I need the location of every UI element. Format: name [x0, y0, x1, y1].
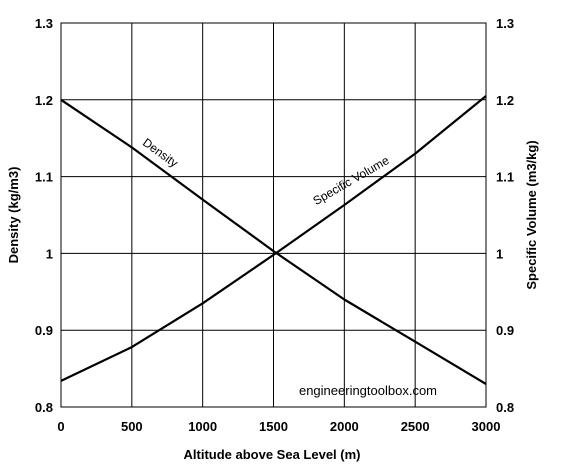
x-tick-label: 2500	[401, 419, 430, 434]
density-line	[60, 98, 487, 385]
y-right-tick-label: 1.3	[496, 16, 514, 31]
y-left-axis-title: Density (kg/m3)	[6, 167, 21, 264]
y-right-tick-label: 1	[496, 246, 503, 261]
plot-frame	[60, 22, 487, 408]
y-right-tick-labels: 0.8 0.9 1 1.1 1.2 1.3	[496, 16, 514, 415]
x-tick-label: 2000	[330, 419, 359, 434]
series-lines	[60, 95, 487, 385]
x-tick-label: 3000	[472, 419, 501, 434]
y-right-tick-label: 1.1	[496, 170, 514, 185]
y-right-tick-label: 1.2	[496, 93, 514, 108]
y-left-tick-label: 1.3	[35, 16, 53, 31]
x-tick-label: 0	[57, 419, 64, 434]
y-left-tick-label: 1	[46, 246, 53, 261]
y-right-tick-label: 0.8	[496, 400, 514, 415]
y-right-axis-title: Specific Volume (m3/kg)	[524, 140, 539, 289]
y-left-tick-label: 0.8	[35, 400, 53, 415]
y-left-tick-label: 0.9	[35, 323, 53, 338]
watermark: engineeringtoolbox.com	[299, 383, 437, 398]
x-tick-labels: 0 500 1000 1500 2000 2500 3000	[57, 419, 500, 434]
x-axis-title: Altitude above Sea Level (m)	[184, 447, 361, 462]
y-right-tick-label: 0.9	[496, 323, 514, 338]
x-tick-label: 500	[121, 419, 143, 434]
specific-volume-line	[60, 95, 487, 382]
y-left-tick-label: 1.2	[35, 93, 53, 108]
y-left-tick-label: 1.1	[35, 170, 53, 185]
x-tick-label: 1000	[188, 419, 217, 434]
density-series-label: Density	[140, 135, 181, 170]
y-left-tick-labels: 0.8 0.9 1 1.1 1.2 1.3	[35, 16, 53, 415]
x-tick-label: 1500	[259, 419, 288, 434]
